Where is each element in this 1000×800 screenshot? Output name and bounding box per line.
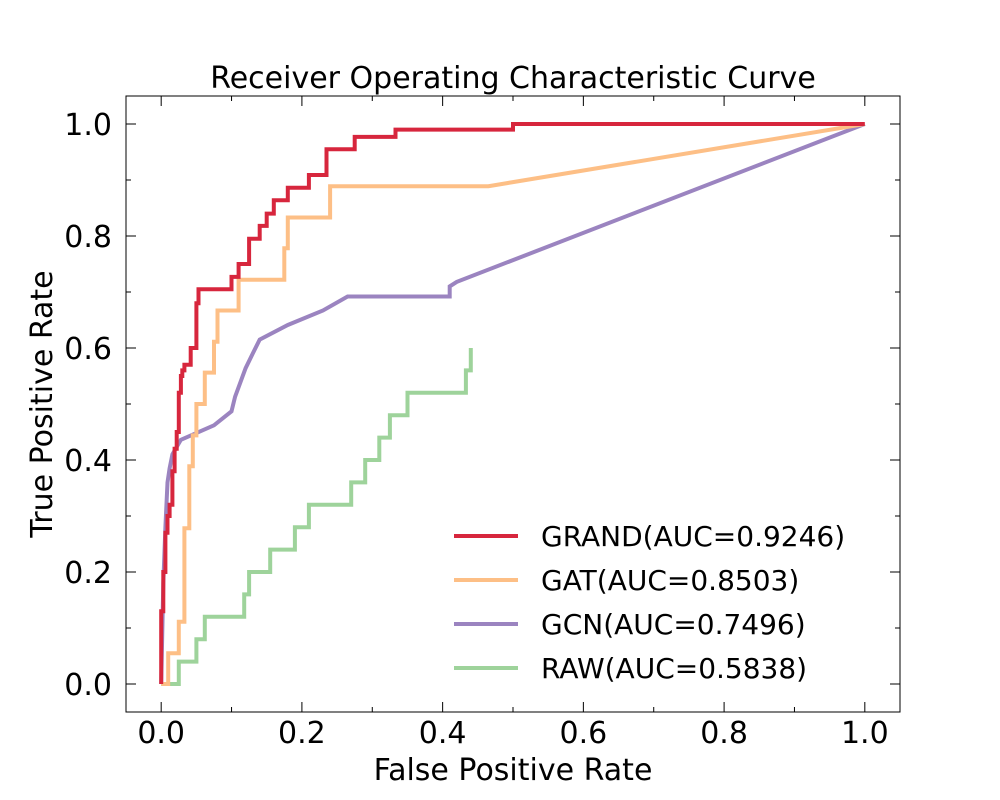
- y-tick-label: 0.6: [64, 332, 112, 367]
- chart-title: Receiver Operating Characteristic Curve: [210, 61, 816, 96]
- series-line-gcn: [159, 122, 866, 685]
- y-tick-label: 0.8: [64, 220, 112, 255]
- x-tick-label: 0.0: [137, 716, 185, 751]
- x-tick-label: 0.2: [278, 716, 326, 751]
- y-axis-label: True Positive Rate: [25, 270, 60, 538]
- series-line-raw: [161, 348, 473, 686]
- x-tick-label: 1.0: [841, 716, 889, 751]
- series-line-grand: [159, 122, 865, 684]
- x-tick-label: 0.6: [560, 716, 608, 751]
- ticks-layer: 0.0 0.2 0.4 0.6 0.8 1.0 0.0 0.2 0.4 0.6 0.8 1.0: [64, 96, 900, 751]
- legend-label-gcn: GCN(AUC=0.7496): [541, 608, 806, 641]
- legend-label-raw: RAW(AUC=0.5838): [541, 652, 807, 685]
- series-line-gat: [161, 122, 866, 686]
- series-layer: [159, 122, 866, 686]
- legend: GRAND(AUC=0.9246) GAT(AUC=0.8503) GCN(AUC=…: [454, 520, 845, 685]
- y-tick-label: 1.0: [64, 108, 112, 143]
- y-tick-label: 0.0: [64, 668, 112, 703]
- y-tick-label: 0.4: [64, 444, 112, 479]
- x-tick-label: 0.4: [419, 716, 467, 751]
- y-tick-label: 0.2: [64, 556, 112, 591]
- legend-label-grand: GRAND(AUC=0.9246): [541, 520, 845, 553]
- legend-label-gat: GAT(AUC=0.8503): [541, 564, 799, 597]
- x-axis-label: False Positive Rate: [374, 753, 653, 788]
- x-tick-label: 0.8: [700, 716, 748, 751]
- plot-frame: [125, 95, 901, 713]
